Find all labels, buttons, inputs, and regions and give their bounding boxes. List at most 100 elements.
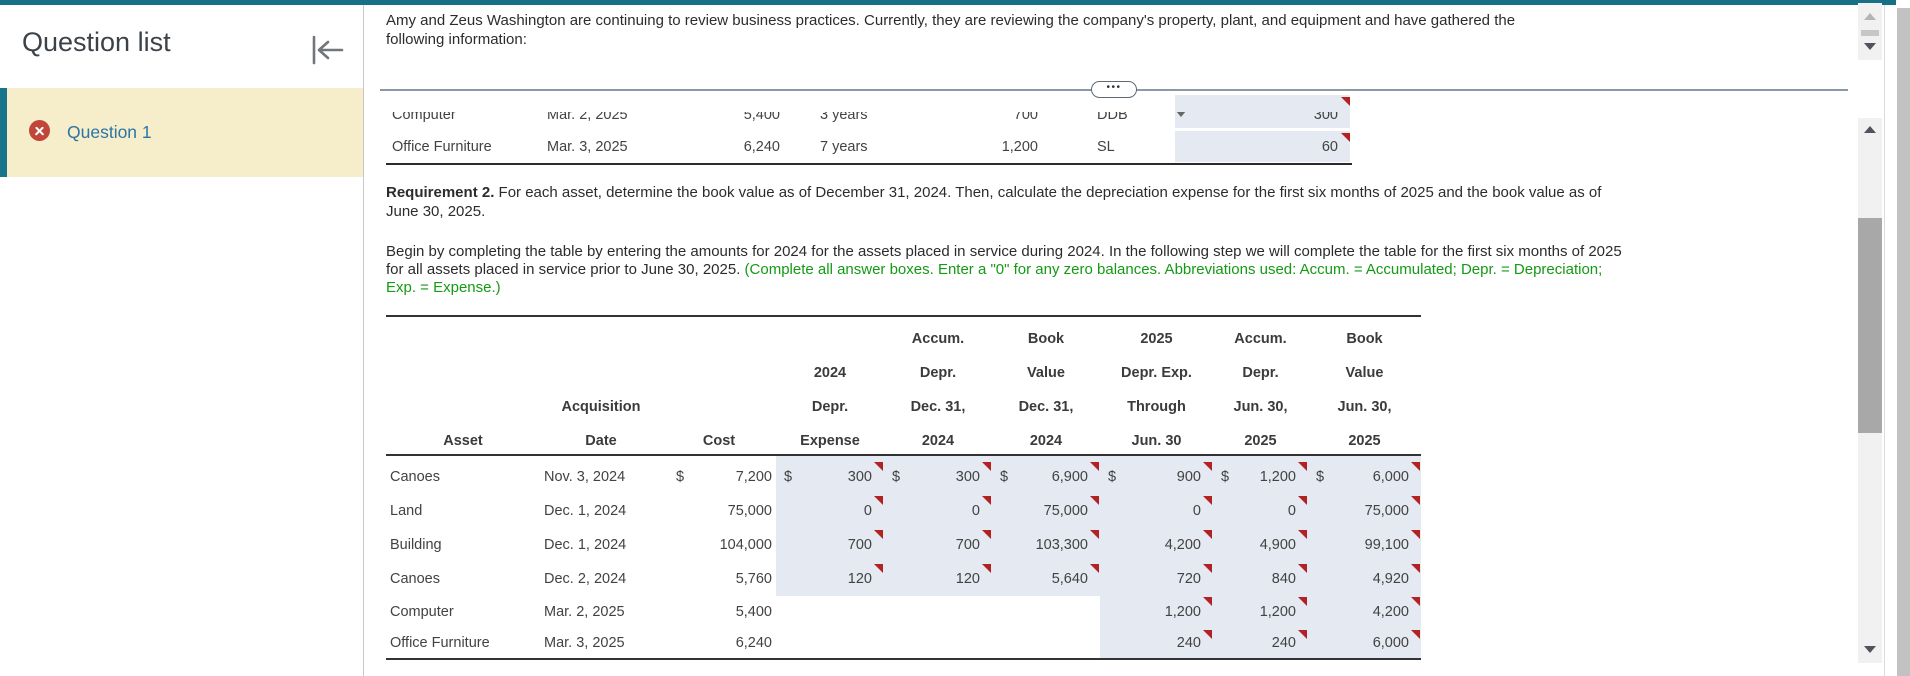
incorrect-flag-icon xyxy=(874,462,883,471)
cost-cell: 6,240 xyxy=(743,139,780,155)
scroll-up-icon[interactable] xyxy=(1864,13,1876,20)
date-cell: Dec. 1, 2024 xyxy=(544,503,627,519)
answer-cell[interactable]: 99,100 xyxy=(1308,528,1421,562)
intro-line-2: following information: xyxy=(386,31,527,48)
method-cell: SL xyxy=(1097,139,1115,155)
answer-cell[interactable]: 1,200 xyxy=(1100,595,1213,629)
cost-cell: $7,200 xyxy=(662,460,776,494)
answer-cell[interactable]: $1,200 xyxy=(1213,460,1308,494)
answer-cell[interactable]: 4,900 xyxy=(1213,528,1308,562)
column-header: Depr. xyxy=(811,399,849,415)
question-list-panel: Question list Question 1 xyxy=(0,5,364,676)
column-header xyxy=(540,331,662,347)
empty-cell xyxy=(992,628,1100,658)
answer-cell[interactable]: 1,200 xyxy=(1213,595,1308,629)
table-header-line-4: Asset Date Cost Expense 2024 2024 Jun. 3… xyxy=(364,433,1434,449)
column-header: Book xyxy=(1027,331,1065,347)
answer-cell[interactable]: 240 xyxy=(1100,628,1213,658)
dropdown-caret-icon xyxy=(1176,112,1186,117)
answer-cell-computer-monthly[interactable] xyxy=(1175,95,1350,128)
answer-cell[interactable]: 103,300 xyxy=(992,528,1100,562)
table-bottom-border xyxy=(386,163,1352,165)
header-pane-scrollbar[interactable] xyxy=(1858,3,1882,60)
column-header xyxy=(386,399,540,415)
answer-cell[interactable]: 0 xyxy=(884,494,992,528)
content-scrollbar[interactable] xyxy=(1858,118,1882,663)
answer-cell[interactable]: 0 xyxy=(1100,494,1213,528)
answer-cell-office-furniture-monthly[interactable] xyxy=(1175,131,1350,162)
scrollbar-thumb[interactable] xyxy=(1858,218,1882,433)
answer-cell[interactable]: 700 xyxy=(776,528,884,562)
incorrect-flag-icon xyxy=(1298,462,1307,471)
incorrect-flag-icon xyxy=(1411,564,1420,573)
answer-cell[interactable]: 4,200 xyxy=(1100,528,1213,562)
scroll-down-icon[interactable] xyxy=(1864,646,1876,653)
scrollbar-thumb[interactable] xyxy=(1861,30,1879,36)
column-header: Depr. Exp. xyxy=(1121,365,1192,381)
instructions-paragraph: Begin by completing the table by enterin… xyxy=(386,243,1622,297)
column-header: Dec. 31, xyxy=(1018,399,1074,415)
answer-cell[interactable]: 75,000 xyxy=(992,494,1100,528)
answer-cell[interactable]: 5,640 xyxy=(992,562,1100,596)
scroll-down-icon[interactable] xyxy=(1864,43,1876,50)
answer-cell[interactable]: 240 xyxy=(1213,628,1308,658)
incorrect-flag-icon xyxy=(1341,97,1350,106)
answer-cell[interactable]: 75,000 xyxy=(1308,494,1421,528)
asset-cell: Canoes xyxy=(390,469,440,485)
incorrect-flag-icon xyxy=(1203,564,1212,573)
column-header xyxy=(386,331,540,347)
pane-splitter-handle[interactable]: ••• xyxy=(1091,81,1137,98)
incorrect-flag-icon xyxy=(1203,530,1212,539)
answer-cell[interactable]: $900 xyxy=(1100,460,1213,494)
incorrect-flag-icon xyxy=(874,564,883,573)
table-header-border xyxy=(386,454,1421,456)
incorrect-flag-icon xyxy=(1298,630,1307,639)
incorrect-flag-icon xyxy=(1411,530,1420,539)
incorrect-flag-icon xyxy=(874,496,883,505)
table-bottom-border xyxy=(386,658,1421,660)
requirement-2-line-1: Requirement 2. For each asset, determine… xyxy=(386,184,1602,201)
answer-cell[interactable]: $300 xyxy=(884,460,992,494)
empty-cell xyxy=(992,595,1100,629)
answer-cell[interactable]: 0 xyxy=(1213,494,1308,528)
scroll-up-icon[interactable] xyxy=(1864,126,1876,133)
answer-cell[interactable]: 700 xyxy=(884,528,992,562)
answer-cell[interactable]: $300 xyxy=(776,460,884,494)
incorrect-flag-icon xyxy=(1298,597,1307,606)
answer-cell[interactable]: 120 xyxy=(776,562,884,596)
incorrect-flag-icon xyxy=(1203,496,1212,505)
table-row: Computer Mar. 2, 2025 5,400 1,200 1,200 … xyxy=(364,595,1434,629)
method-cell: DDB xyxy=(1097,112,1128,123)
incorrect-flag-icon xyxy=(1411,496,1420,505)
table-row: Office Furniture Mar. 3, 2025 6,240 240 … xyxy=(364,628,1434,658)
table-row: Canoes Dec. 2, 2024 5,760 120 120 5,640 … xyxy=(364,562,1434,596)
date-cell: Dec. 1, 2024 xyxy=(544,537,627,553)
ellipsis-icon: ••• xyxy=(1106,82,1122,93)
answer-cell[interactable]: $6,900 xyxy=(992,460,1100,494)
incorrect-flag-icon xyxy=(1298,530,1307,539)
incorrect-flag-icon xyxy=(982,530,991,539)
column-header: Value xyxy=(1027,365,1065,381)
collapse-panel-button[interactable] xyxy=(308,35,348,67)
empty-cell xyxy=(884,628,992,658)
answer-cell[interactable]: 0 xyxy=(776,494,884,528)
answer-cell[interactable]: 4,920 xyxy=(1308,562,1421,596)
answer-area-shading xyxy=(776,456,1421,596)
answer-cell[interactable]: $6,000 xyxy=(1308,460,1421,494)
answer-value: 300 xyxy=(1313,112,1338,123)
dollar-sign: $ xyxy=(676,469,685,485)
answer-cell[interactable]: 4,200 xyxy=(1308,595,1421,629)
answer-cell[interactable]: 120 xyxy=(884,562,992,596)
column-header: Accum. xyxy=(1234,331,1287,347)
asset-cell: Office Furniture xyxy=(392,139,492,155)
answer-cell[interactable]: 840 xyxy=(1213,562,1308,596)
answer-cell[interactable]: 720 xyxy=(1100,562,1213,596)
table-top-border xyxy=(386,315,1421,317)
answer-cell[interactable]: 6,000 xyxy=(1308,628,1421,658)
sidebar-item-question-1[interactable]: Question 1 xyxy=(0,88,363,177)
column-header: 2024 xyxy=(813,365,847,381)
incorrect-flag-icon xyxy=(982,564,991,573)
column-header: 2024 xyxy=(1029,433,1063,449)
incorrect-flag-icon xyxy=(1090,496,1099,505)
